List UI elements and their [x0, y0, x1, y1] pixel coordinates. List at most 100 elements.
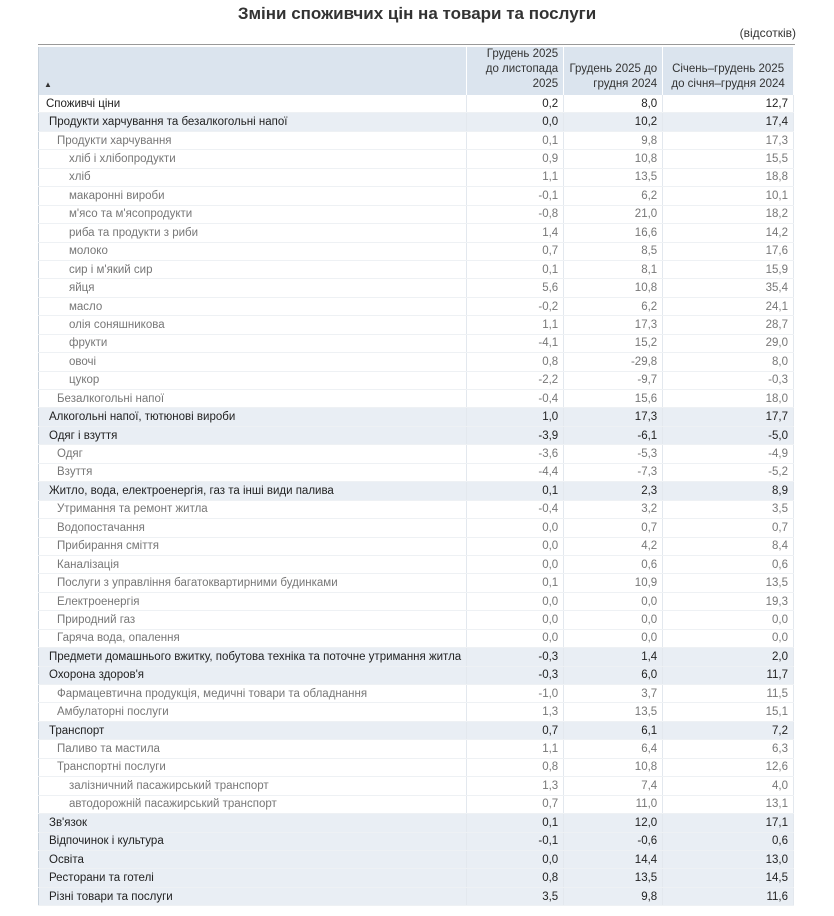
row-value: 13,1 [662, 795, 794, 815]
row-label: Ресторани та готелі [38, 868, 468, 888]
row-value: 15,5 [662, 149, 794, 169]
row-value: 4,2 [563, 537, 664, 556]
row-value: -6,1 [563, 426, 664, 446]
table-row: Охорона здоров'я -0,3 6,0 11,7 [38, 666, 794, 686]
row-label: Різні товари та послуги [38, 887, 468, 907]
row-label: Зв'язок [38, 813, 468, 833]
table-row: автодорожній пасажирський транспорт 0,7 11… [38, 795, 794, 815]
row-value: 14,2 [662, 223, 794, 243]
row-value: -7,3 [563, 463, 664, 483]
row-label: м'ясо та м'ясопродукти [38, 205, 468, 225]
table-row: олія соняшникова 1,1 17,3 28,7 [38, 315, 794, 335]
row-value: 0,0 [466, 629, 565, 649]
row-label: макаронні вироби [38, 186, 468, 206]
row-value: 1,3 [466, 702, 565, 722]
row-value: 8,4 [662, 537, 794, 556]
row-value: -9,7 [563, 371, 664, 391]
table-row: м'ясо та м'ясопродукти -0,8 21,0 18,2 [38, 205, 794, 225]
row-value: 12,0 [563, 813, 664, 833]
table-row: Відпочинок і культура -0,1 -0,6 0,6 [38, 832, 794, 851]
row-value: 18,8 [662, 168, 794, 188]
row-value: 17,3 [563, 315, 664, 335]
row-value: 19,3 [662, 592, 794, 612]
row-value: 17,6 [662, 242, 794, 261]
row-value: 13,5 [563, 702, 664, 722]
column-header[interactable]: Грудень 2025 до грудня 2024 [563, 47, 664, 95]
row-value: 13,5 [563, 868, 664, 888]
row-value: 0,1 [466, 813, 565, 833]
row-label: сир і м'який сир [38, 260, 468, 280]
table-row: Каналізація 0,0 0,6 0,6 [38, 555, 794, 575]
row-label: цукор [38, 371, 468, 391]
table-row: Безалкогольні напої -0,4 15,6 18,0 [38, 389, 794, 409]
column-header[interactable]: Січень–грудень 2025 до січня–грудня 2024 [662, 47, 794, 95]
row-value: 0,0 [466, 112, 565, 132]
row-value: 13,0 [662, 850, 794, 870]
table-row: Споживчі ціни 0,2 8,0 12,7 [38, 95, 794, 114]
row-value: 0,6 [563, 555, 664, 575]
row-value: 6,0 [563, 666, 664, 686]
row-label: риба та продукти з риби [38, 223, 468, 243]
row-value: 1,0 [466, 407, 565, 427]
row-label: Одяг і взуття [38, 426, 468, 446]
row-value: 0,0 [662, 610, 794, 630]
row-label: хліб і хлібопродукти [38, 149, 468, 169]
sort-header[interactable]: ▲ [38, 47, 468, 95]
column-header[interactable]: Грудень 2025 до листопада 2025 [466, 47, 565, 95]
row-value: 17,4 [662, 112, 794, 132]
row-label: Водопостачання [38, 518, 468, 538]
row-value: -4,4 [466, 463, 565, 483]
sort-up-icon[interactable]: ▲ [44, 80, 52, 89]
table-row: хліб 1,1 13,5 18,8 [38, 168, 794, 188]
row-value: 7,4 [563, 776, 664, 796]
row-label: Продукти харчування [38, 131, 468, 151]
table-row: Паливо та мастила 1,1 6,4 6,3 [38, 739, 794, 759]
row-value: 8,1 [563, 260, 664, 280]
row-value: -0,2 [466, 297, 565, 317]
table-row: яйця 5,6 10,8 35,4 [38, 278, 794, 298]
row-value: 15,9 [662, 260, 794, 280]
row-value: 8,5 [563, 242, 664, 261]
row-label: Паливо та мастила [38, 739, 468, 759]
row-value: 15,2 [563, 334, 664, 354]
table-row: риба та продукти з риби 1,4 16,6 14,2 [38, 223, 794, 243]
price-changes-table: ▲ Грудень 2025 до листопада 2025 Грудень… [38, 47, 794, 907]
row-value: 10,9 [563, 573, 664, 593]
table-row: Транспорт 0,7 6,1 7,2 [38, 721, 794, 741]
row-label: овочі [38, 352, 468, 372]
table-header: ▲ Грудень 2025 до листопада 2025 Грудень… [38, 47, 794, 95]
row-label: Електроенергія [38, 592, 468, 612]
row-value: 10,8 [563, 758, 664, 778]
row-value: 0,0 [466, 850, 565, 870]
row-value: -4,9 [662, 444, 794, 464]
row-value: -1,0 [466, 684, 565, 704]
row-value: 4,0 [662, 776, 794, 796]
row-label: молоко [38, 242, 468, 261]
row-value: 18,2 [662, 205, 794, 225]
row-value: 0,7 [662, 518, 794, 538]
row-value: 21,0 [563, 205, 664, 225]
row-value: 11,0 [563, 795, 664, 815]
row-label: Споживчі ціни [38, 95, 468, 114]
table-row: Житло, вода, електроенергія, газ та інші… [38, 481, 794, 501]
row-value: 0,0 [466, 592, 565, 612]
row-value: 9,8 [563, 887, 664, 907]
row-value: -0,4 [466, 500, 565, 520]
row-value: 0,6 [662, 832, 794, 851]
row-value: 1,3 [466, 776, 565, 796]
table-row: Алкогольні напої, тютюнові вироби 1,0 17,3… [38, 407, 794, 427]
table-row: Природний газ 0,0 0,0 0,0 [38, 610, 794, 630]
row-value: 17,7 [662, 407, 794, 427]
table-row: Взуття -4,4 -7,3 -5,2 [38, 463, 794, 483]
row-value: 14,5 [662, 868, 794, 888]
row-value: 3,7 [563, 684, 664, 704]
row-value: 24,1 [662, 297, 794, 317]
row-value: 28,7 [662, 315, 794, 335]
row-value: 5,6 [466, 278, 565, 298]
row-value: -2,2 [466, 371, 565, 391]
row-value: 6,4 [563, 739, 664, 759]
row-value: 0,1 [466, 573, 565, 593]
table-row: сир і м'який сир 0,1 8,1 15,9 [38, 260, 794, 280]
row-label: залізничний пасажирський транспорт [38, 776, 468, 796]
row-value: 0,7 [466, 242, 565, 261]
